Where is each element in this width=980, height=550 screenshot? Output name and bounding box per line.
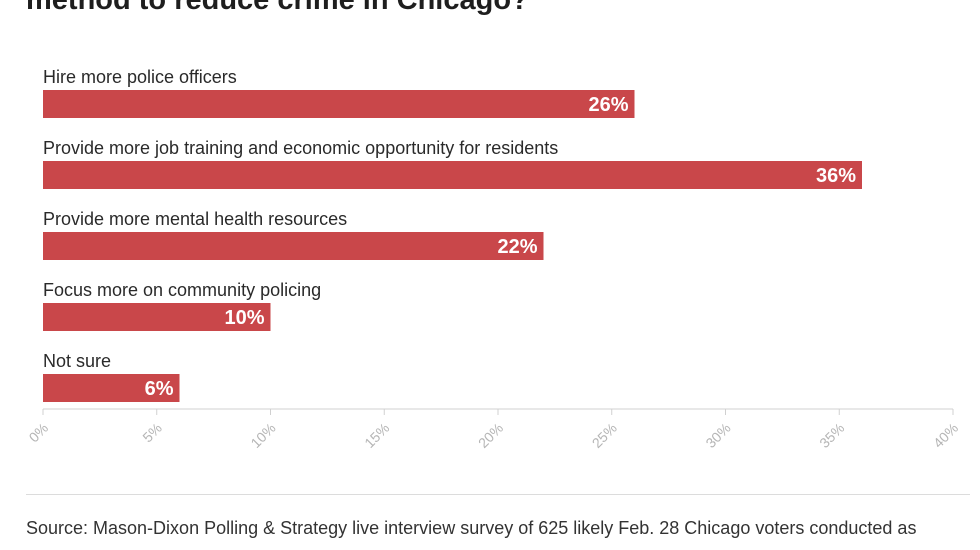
value-label: 6% [145,378,174,400]
bar-chart: Hire more police officers 26% Provide more… [25,67,961,451]
x-axis: 0% 5% 10% 15% 20% 25% 30% 35% 40% [25,408,961,451]
category-label: Focus more on community policing [43,280,321,300]
x-tick-label: 0% [25,420,51,446]
x-tick-label: 40% [930,420,961,451]
x-tick-label: 25% [589,420,620,451]
bar [43,374,180,402]
chart-title: method to reduce crime in Chicago? [26,0,529,16]
value-label: 26% [588,94,628,116]
x-tick-label: 10% [247,420,278,451]
x-tick-label: 5% [139,420,165,446]
x-tick-label: 30% [702,420,733,451]
value-label: 10% [224,307,264,329]
source-note: Source: Mason-Dixon Polling & Strategy l… [26,518,917,550]
x-tick-label: 20% [475,420,506,451]
value-label: 36% [816,165,856,187]
x-tick-label: 35% [816,420,847,451]
bar [43,90,635,118]
source-divider [26,494,970,495]
category-label: Provide more job training and economic o… [43,138,558,158]
bar [43,161,862,189]
category-label: Provide more mental health resources [43,209,347,229]
value-label: 22% [497,236,537,258]
category-label: Not sure [43,351,111,371]
category-label: Hire more police officers [43,67,237,87]
x-tick-label: 15% [361,420,392,451]
bar [43,232,544,260]
bar [43,303,271,331]
bars-layer: Hire more police officers 26% Provide more… [43,67,862,402]
